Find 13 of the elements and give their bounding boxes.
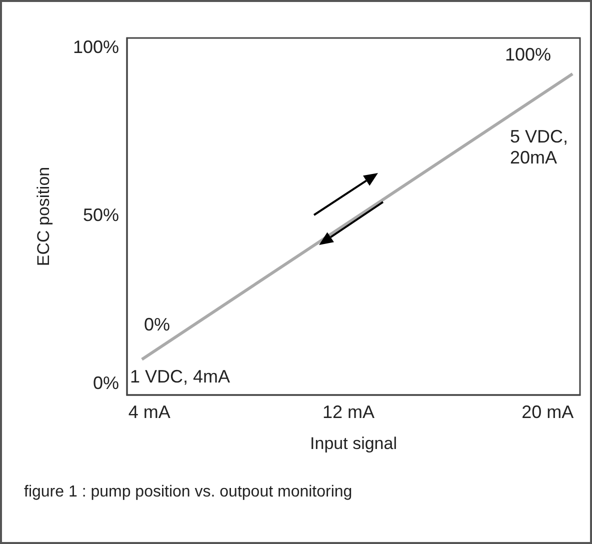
x-tick-label: 12 mA xyxy=(322,402,375,422)
annotation: 5 VDC, 20mA xyxy=(510,126,568,168)
x-axis-title: Input signal xyxy=(310,434,397,453)
y-tick-label: 0% xyxy=(92,372,119,393)
annotation: 1 VDC, 4mA xyxy=(130,366,230,386)
y-tick-label: 50% xyxy=(82,204,119,225)
x-tick-label: 4 mA xyxy=(128,402,170,422)
caption: figure 1 : pump position vs. outpout monitoring xyxy=(24,484,352,500)
annotation: 100% xyxy=(505,44,552,64)
y-tick-label: 100% xyxy=(72,37,119,58)
y-axis-title: ECC position xyxy=(34,166,53,266)
x-tick-label: 20 mA xyxy=(522,402,574,422)
annotation: 0% xyxy=(144,314,170,334)
